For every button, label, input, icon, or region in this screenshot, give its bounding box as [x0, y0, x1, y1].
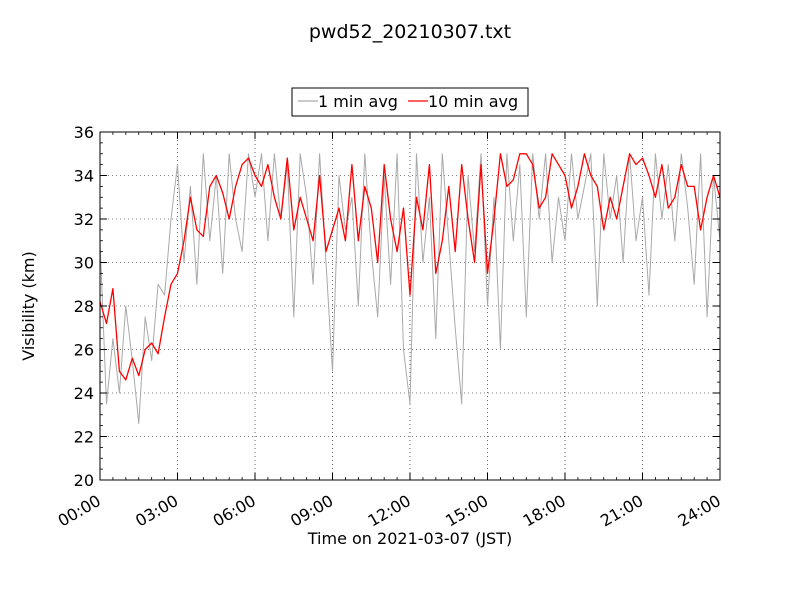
y-tick-label: 20 [74, 471, 94, 490]
y-tick-label: 36 [74, 123, 94, 142]
legend-label-10min: 10 min avg [428, 92, 518, 111]
chart-title: pwd52_20210307.txt [309, 21, 511, 43]
y-tick-label: 30 [74, 254, 94, 273]
legend-label-1min: 1 min avg [318, 92, 398, 111]
legend: 1 min avg 10 min avg [291, 87, 529, 117]
y-tick-label: 26 [74, 341, 94, 360]
x-axis-label: Time on 2021-03-07 (JST) [307, 529, 512, 548]
series-10min-avg [99, 153, 721, 381]
series-layer [99, 153, 721, 424]
y-axis-label: Visibility (km) [19, 251, 38, 360]
series-1min-avg [99, 153, 721, 424]
legend-box [291, 87, 529, 117]
y-tick-label: 34 [74, 167, 94, 186]
y-tick-label: 22 [74, 428, 94, 447]
y-tick-label: 24 [74, 384, 94, 403]
y-tick-label: 28 [74, 297, 94, 316]
y-tick-label: 32 [74, 210, 94, 229]
